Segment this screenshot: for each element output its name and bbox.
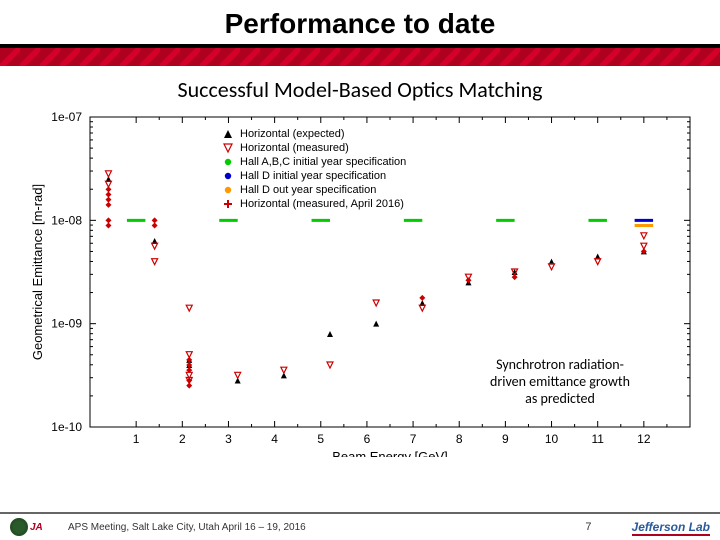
svg-text:1: 1 bbox=[133, 432, 140, 446]
svg-text:10: 10 bbox=[545, 432, 559, 446]
svg-text:1e-08: 1e-08 bbox=[51, 213, 82, 227]
svg-text:8: 8 bbox=[456, 432, 463, 446]
svg-text:Horizontal (expected): Horizontal (expected) bbox=[240, 128, 345, 140]
svg-text:Hall D out year specification: Hall D out year specification bbox=[240, 184, 376, 196]
svg-text:5: 5 bbox=[317, 432, 324, 446]
svg-text:1e-09: 1e-09 bbox=[51, 317, 82, 331]
emittance-chart: 1e-101e-091e-081e-07123456789101112Beam … bbox=[20, 107, 700, 457]
red-accent-band bbox=[0, 48, 720, 66]
svg-text:Hall D initial year specificat: Hall D initial year specification bbox=[240, 170, 386, 182]
svg-text:Beam Energy [GeV]: Beam Energy [GeV] bbox=[332, 449, 448, 457]
page-number: 7 bbox=[585, 521, 631, 533]
doe-seal-icon bbox=[10, 518, 28, 536]
svg-text:9: 9 bbox=[502, 432, 509, 446]
subtitle: Successful Model-Based Optics Matching bbox=[0, 66, 720, 107]
svg-text:12: 12 bbox=[637, 432, 651, 446]
main-title: Performance to date bbox=[0, 8, 720, 40]
svg-text:Horizontal (measured): Horizontal (measured) bbox=[240, 142, 349, 154]
svg-text:4: 4 bbox=[271, 432, 278, 446]
annotation-text: Synchrotron radiation-driven emittance g… bbox=[490, 357, 630, 407]
footer: JA APS Meeting, Salt Lake City, Utah Apr… bbox=[0, 512, 720, 540]
footer-left-logos: JA bbox=[10, 517, 60, 537]
svg-text:3: 3 bbox=[225, 432, 232, 446]
footer-text: APS Meeting, Salt Lake City, Utah April … bbox=[60, 522, 585, 533]
svg-text:6: 6 bbox=[364, 432, 371, 446]
svg-text:Horizontal (measured, April 20: Horizontal (measured, April 2016) bbox=[240, 198, 404, 210]
jsa-logo-icon: JA bbox=[30, 522, 43, 533]
svg-text:2: 2 bbox=[179, 432, 186, 446]
svg-text:1e-10: 1e-10 bbox=[51, 420, 82, 434]
jefferson-lab-logo: Jefferson Lab bbox=[632, 520, 710, 534]
svg-text:Geometrical Emittance [m-rad]: Geometrical Emittance [m-rad] bbox=[30, 184, 45, 360]
svg-text:1e-07: 1e-07 bbox=[51, 110, 82, 124]
svg-text:7: 7 bbox=[410, 432, 417, 446]
svg-text:11: 11 bbox=[591, 432, 604, 446]
svg-text:Hall A,B,C initial year specif: Hall A,B,C initial year specification bbox=[240, 156, 406, 168]
